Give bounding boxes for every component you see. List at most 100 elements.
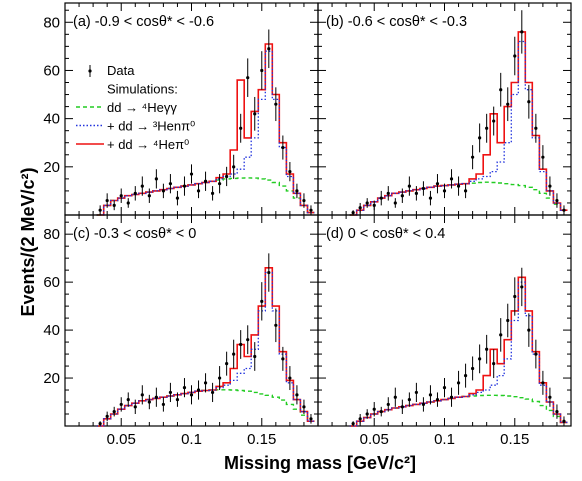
data-point [527,100,531,104]
data-point [112,203,116,207]
data-point [506,318,510,323]
y-tick-label: 60 [43,62,60,79]
data-point [288,170,292,174]
data-point [189,172,194,176]
data-point [414,191,418,195]
legend-label: dd → ⁴Heγγ [107,100,177,115]
data-point [548,184,552,188]
data-point [232,165,236,169]
data-point [302,405,306,409]
data-point [119,194,123,198]
y-tick-label: 20 [43,159,60,176]
data-point [267,47,271,51]
data-point [218,376,222,380]
data-point [140,184,144,188]
y-axis-title: Events/(2 MeV/c²) [18,167,38,316]
data-point [534,352,538,356]
series-npi-line [349,40,568,216]
data-point [147,194,151,198]
legend-label: Data [107,63,135,78]
data-point [267,270,271,275]
legend-entry: Data [88,63,135,78]
legend-data-marker [88,69,92,73]
data-point [421,402,426,407]
panel-title: (c) -0.3 < cosθ* < 0 [73,226,196,242]
data-point [471,366,475,371]
data-point [463,189,468,193]
data-point [239,342,243,347]
data-point [232,352,236,356]
data-point [281,357,285,361]
data-point [513,294,517,299]
y-tick-label: 40 [43,111,60,128]
panel-c: 20 40 60 80 0.05 0.1 0.15 (c) -0.3 < cosθ* < 0 [43,214,319,448]
data-point [210,191,215,195]
data-point [133,405,137,409]
x-tick-label: 0.15 [247,431,276,448]
legend-entry: + dd → ³Henπ⁰ [76,119,195,134]
panels: 20 40 60 80 (a) -0.9 < cosθ* < -0.6 (b) -0.6 … [43,2,572,448]
data-point [506,102,510,106]
data-point [372,407,376,411]
data-point [203,179,208,183]
data-point [492,362,496,366]
data-point [527,328,531,332]
data-point [485,126,489,130]
data-point [471,155,475,159]
data-point [449,177,454,181]
legend-entry: Simulations: [107,82,178,97]
data-point [548,395,552,399]
data-point [358,206,362,210]
data-point [98,422,102,426]
data-point [182,184,187,188]
data-point [302,198,306,203]
series-pi0-line [349,276,568,427]
data-point [365,412,369,416]
data-point [246,76,250,80]
panel-title: (d) 0 < cosθ* < 0.4 [326,226,445,242]
data-point [407,398,411,402]
data-point [210,390,215,395]
data-point [274,102,278,106]
data-point [260,299,264,303]
legend-label: + dd → ³Henπ⁰ [107,119,195,134]
data-point [478,357,482,361]
data-point [562,208,566,212]
data-point [309,417,313,421]
data-point [562,419,566,423]
panel-a: 20 40 60 80 (a) -0.9 < cosθ* < -0.6 [43,2,319,216]
panel-title: (b) -0.6 < cosθ* < -0.3 [326,14,467,30]
data-point [98,208,102,212]
data-point [428,196,433,200]
data-point [358,417,362,421]
series-gg-line [96,389,315,427]
data-point [435,182,440,186]
data-point [421,186,426,191]
data-point [196,189,201,193]
series-npi-line [349,281,568,427]
data-point [253,112,257,116]
data-point [161,189,165,193]
data-point [393,201,397,205]
data-point [260,68,264,73]
data-point [168,390,173,395]
data-point [140,393,144,397]
data-point [168,182,173,186]
data-point [463,374,468,378]
data-point [386,402,390,407]
panel-b: (b) -0.6 < cosθ* < -0.3 [317,2,572,216]
series-npi-line [96,271,315,427]
data-point [147,400,151,404]
data-point [225,174,229,179]
data-point [499,333,503,337]
data-point [281,145,285,150]
data-point [351,422,355,426]
data-point [295,393,299,397]
y-tick-label: 80 [43,226,60,243]
series-pi0-line [96,267,315,427]
data-point [133,191,137,195]
legend-entry: dd → ⁴Heγγ [76,100,177,115]
data-point [400,405,404,409]
data-point [175,196,180,200]
